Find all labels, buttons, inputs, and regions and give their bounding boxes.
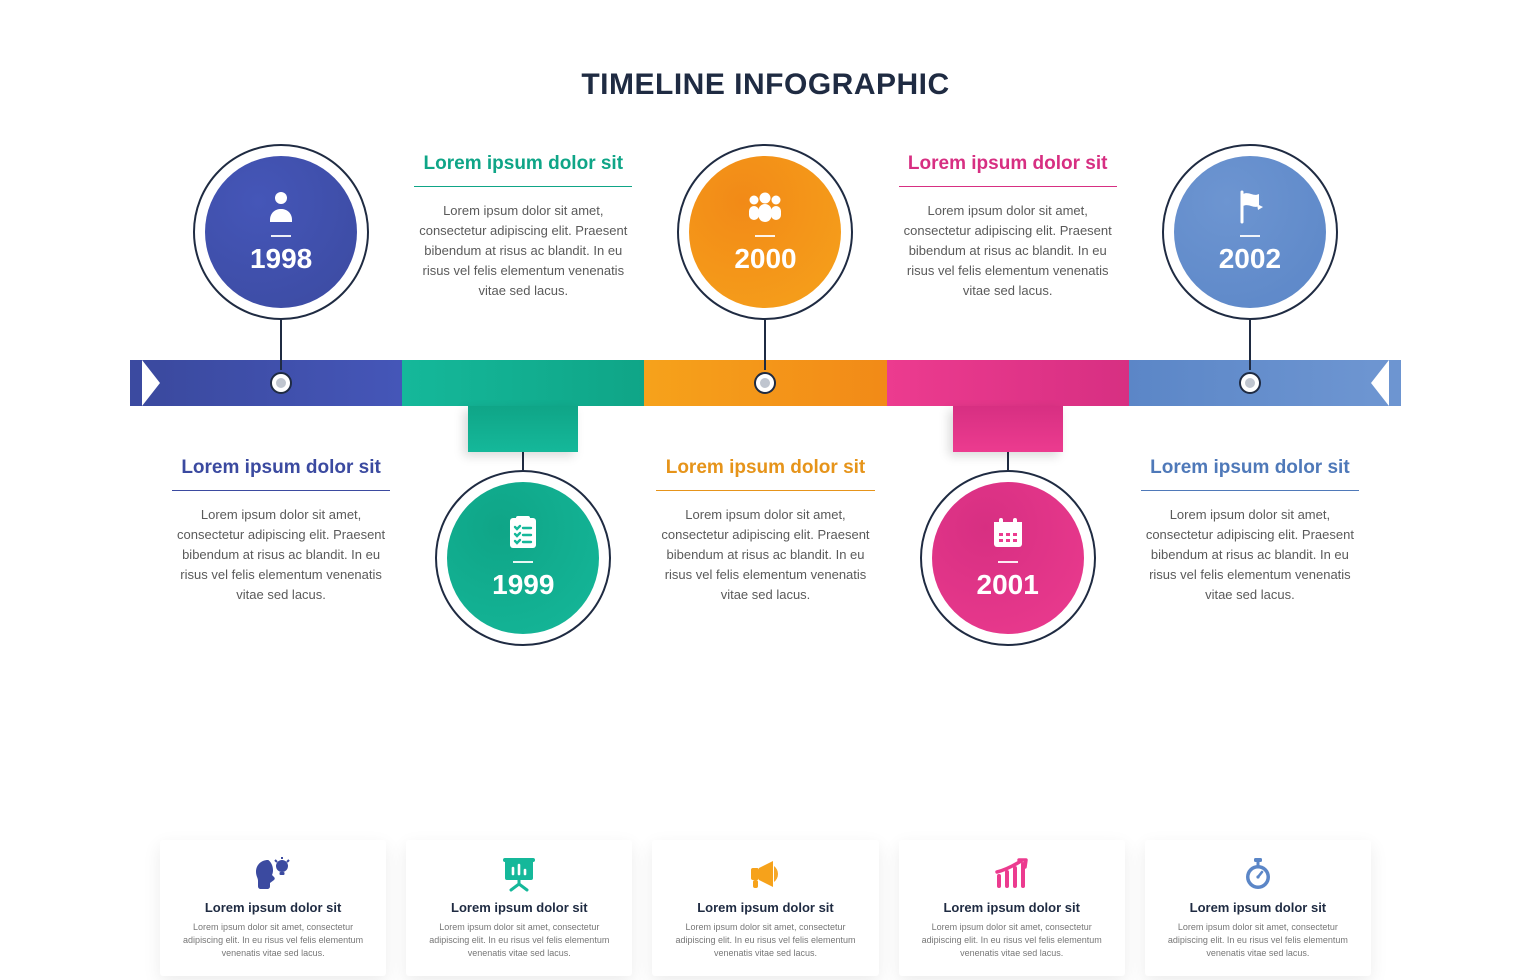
card-0: Lorem ipsum dolor sit Lorem ipsum dolor … [160,840,386,976]
year-label: 1998 [250,243,312,275]
timeline-col-1998: 1998Lorem ipsum dolor sitLorem ipsum dol… [160,144,402,684]
timeline-text-2001: Lorem ipsum dolor sit Lorem ipsum dolor s… [895,152,1121,301]
card-title: Lorem ipsum dolor sit [418,900,620,915]
page-title: TIMELINE INFOGRAPHIC [160,0,1371,144]
timeline-text-2000: Lorem ipsum dolor sit Lorem ipsum dolor s… [652,456,878,605]
card-body: Lorem ipsum dolor sit amet, consectetur … [172,921,374,960]
timeline-col-2000: 2000Lorem ipsum dolor sitLorem ipsum dol… [644,144,886,684]
user-icon [266,189,296,225]
year-circle-1998: 1998 [193,144,369,320]
card-body: Lorem ipsum dolor sit amet, consectetur … [1157,921,1359,960]
timeline-text-1999: Lorem ipsum dolor sit Lorem ipsum dolor s… [410,152,636,301]
year-circle-2002: 2002 [1162,144,1338,320]
timeline-body: Lorem ipsum dolor sit amet, consectetur … [1137,505,1363,606]
presentation-icon [418,854,620,894]
timeline-heading: Lorem ipsum dolor sit [1137,456,1363,490]
timeline-text-2002: Lorem ipsum dolor sit Lorem ipsum dolor s… [1137,456,1363,605]
megaphone-icon [664,854,866,894]
year-label: 2000 [734,243,796,275]
timeline-heading: Lorem ipsum dolor sit [410,152,636,186]
lightbulb-head-icon [172,854,374,894]
ribbon-dot [754,372,776,394]
card-4: Lorem ipsum dolor sit Lorem ipsum dolor … [1145,840,1371,976]
timeline-body: Lorem ipsum dolor sit amet, consectetur … [895,201,1121,302]
timeline-heading: Lorem ipsum dolor sit [652,456,878,490]
timeline-heading: Lorem ipsum dolor sit [895,152,1121,186]
ribbon-dot [270,372,292,394]
card-title: Lorem ipsum dolor sit [1157,900,1359,915]
timeline-col-1999: 1999Lorem ipsum dolor sitLorem ipsum dol… [402,144,644,684]
card-title: Lorem ipsum dolor sit [911,900,1113,915]
card-body: Lorem ipsum dolor sit amet, consectetur … [911,921,1113,960]
year-label: 2002 [1219,243,1281,275]
flag-icon [1235,189,1265,225]
card-2: Lorem ipsum dolor sit Lorem ipsum dolor … [652,840,878,976]
timeline-col-2002: 2002Lorem ipsum dolor sitLorem ipsum dol… [1129,144,1371,684]
year-circle-1999: 1999 [435,470,611,646]
year-circle-2000: 2000 [677,144,853,320]
card-title: Lorem ipsum dolor sit [172,900,374,915]
ribbon-dot [1239,372,1261,394]
card-3: Lorem ipsum dolor sit Lorem ipsum dolor … [899,840,1125,976]
card-body: Lorem ipsum dolor sit amet, consectetur … [664,921,866,960]
timeline-grid: 1998Lorem ipsum dolor sitLorem ipsum dol… [160,144,1371,684]
year-label: 1999 [492,569,554,601]
calendar-icon [991,515,1025,551]
card-1: Lorem ipsum dolor sit Lorem ipsum dolor … [406,840,632,976]
year-circle-2001: 2001 [920,470,1096,646]
timeline-body: Lorem ipsum dolor sit amet, consectetur … [168,505,394,606]
cards-row: Lorem ipsum dolor sit Lorem ipsum dolor … [160,840,1371,976]
timeline-body: Lorem ipsum dolor sit amet, consectetur … [652,505,878,606]
checklist-icon [507,515,539,551]
year-label: 2001 [977,569,1039,601]
timeline-body: Lorem ipsum dolor sit amet, consectetur … [410,201,636,302]
stopwatch-icon [1157,854,1359,894]
card-title: Lorem ipsum dolor sit [664,900,866,915]
card-body: Lorem ipsum dolor sit amet, consectetur … [418,921,620,960]
group-icon [743,189,787,225]
growth-icon [911,854,1113,894]
timeline-col-2001: 2001Lorem ipsum dolor sitLorem ipsum dol… [887,144,1129,684]
timeline-text-1998: Lorem ipsum dolor sit Lorem ipsum dolor s… [168,456,394,605]
timeline-heading: Lorem ipsum dolor sit [168,456,394,490]
